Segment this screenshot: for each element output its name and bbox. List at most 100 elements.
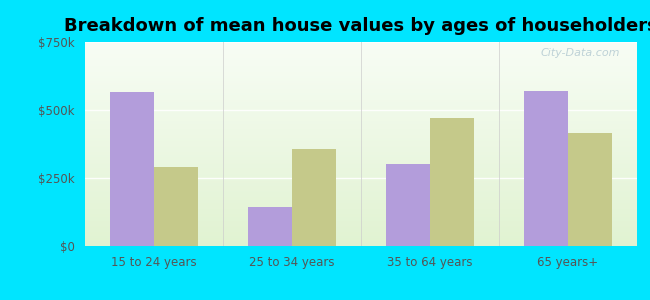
Bar [84, 48, 637, 49]
Bar [84, 121, 637, 122]
Bar [84, 85, 637, 86]
Bar [84, 233, 637, 234]
Bar [84, 52, 637, 53]
Bar [523, 91, 567, 246]
Bar [84, 44, 637, 45]
Bar [84, 146, 637, 147]
Bar [84, 77, 637, 78]
Bar [84, 113, 637, 114]
Bar [84, 165, 637, 166]
Bar [84, 225, 637, 226]
Bar [84, 155, 637, 156]
Bar [84, 70, 637, 72]
Bar [84, 133, 637, 134]
Bar [84, 46, 637, 47]
Bar [84, 160, 637, 161]
Bar [84, 94, 637, 95]
Bar [84, 104, 637, 105]
Bar [84, 202, 637, 203]
Bar [84, 112, 637, 113]
Bar [84, 204, 637, 205]
Bar [84, 159, 637, 160]
Bar [84, 78, 637, 79]
Bar [84, 124, 637, 126]
Bar [84, 237, 637, 238]
Bar [84, 177, 637, 178]
Bar [110, 92, 154, 246]
Bar [84, 58, 637, 59]
Bar [84, 97, 637, 98]
Bar [84, 81, 637, 82]
Bar [430, 118, 474, 246]
Bar [84, 126, 637, 127]
Bar [84, 82, 637, 83]
Bar [84, 228, 637, 229]
Bar [84, 51, 637, 52]
Bar [84, 142, 637, 143]
Bar [84, 158, 637, 159]
Bar [84, 154, 637, 155]
Bar [84, 201, 637, 202]
Bar [84, 207, 637, 208]
Bar [84, 54, 637, 55]
Bar [84, 80, 637, 81]
Bar [84, 210, 637, 211]
Bar [84, 105, 637, 106]
Bar [84, 137, 637, 138]
Bar [84, 221, 637, 223]
Bar [84, 175, 637, 176]
Bar [84, 203, 637, 204]
Bar [84, 206, 637, 207]
Bar [84, 42, 637, 43]
Bar [84, 192, 637, 193]
Bar [84, 193, 637, 194]
Bar [84, 43, 637, 44]
Bar [84, 172, 637, 174]
Bar [84, 224, 637, 225]
Bar [84, 189, 637, 190]
Bar [84, 174, 637, 175]
Bar [84, 132, 637, 133]
Bar [84, 167, 637, 169]
Bar [567, 133, 612, 246]
Bar [84, 181, 637, 182]
Bar [84, 188, 637, 189]
Text: City-Data.com: City-Data.com [541, 48, 620, 58]
Bar [84, 62, 637, 63]
Bar [84, 245, 637, 246]
Bar [84, 111, 637, 112]
Bar [84, 152, 637, 153]
Bar [84, 178, 637, 179]
Bar [84, 169, 637, 170]
Bar [84, 96, 637, 97]
Bar [84, 186, 637, 187]
Bar [84, 211, 637, 212]
Bar [84, 145, 637, 146]
Bar [84, 106, 637, 107]
Bar [84, 61, 637, 62]
Bar [84, 103, 637, 104]
Bar [84, 144, 637, 145]
Bar [84, 79, 637, 80]
Bar [84, 83, 637, 84]
Bar [84, 73, 637, 74]
Bar [84, 230, 637, 231]
Bar [84, 149, 637, 150]
Bar [84, 89, 637, 90]
Bar [248, 207, 292, 246]
Bar [84, 180, 637, 181]
Bar [84, 240, 637, 241]
Bar [84, 235, 637, 236]
Bar [84, 232, 637, 233]
Bar [84, 129, 637, 130]
Bar [84, 218, 637, 220]
Bar [84, 220, 637, 221]
Bar [84, 147, 637, 148]
Bar [84, 200, 637, 201]
Bar [84, 229, 637, 230]
Bar [84, 92, 637, 93]
Bar [84, 107, 637, 108]
Bar [84, 226, 637, 228]
Bar [84, 197, 637, 198]
Bar [84, 130, 637, 131]
